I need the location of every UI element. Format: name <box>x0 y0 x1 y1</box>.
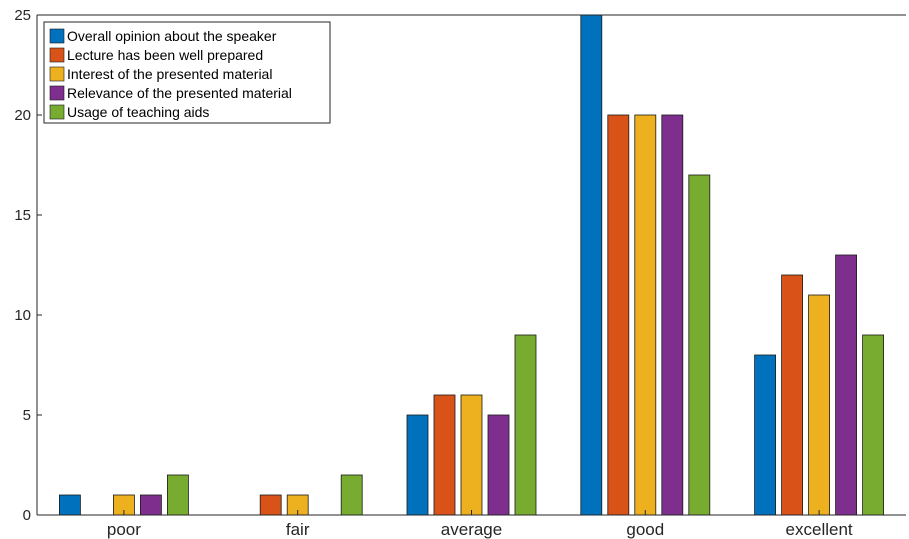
legend-swatch-5 <box>49 104 65 120</box>
x-ticks-group: poor fair average good excellent <box>107 510 853 539</box>
legend: Overall opinion about the speaker Lecture… <box>43 21 331 124</box>
legend-label-4: Relevance of the presented material <box>67 85 292 101</box>
legend-box <box>43 21 331 124</box>
bar-fair-series-2 <box>259 494 282 516</box>
bar-excellent-series-4 <box>835 254 857 516</box>
bars-group <box>59 14 884 516</box>
bar-excellent-series-3 <box>808 294 830 516</box>
bar-average-series-4 <box>487 414 510 516</box>
bar-excellent-series-1 <box>754 354 776 516</box>
x-tick-label-poor: poor <box>107 520 141 539</box>
x-tick-label-good: good <box>626 520 664 539</box>
bar-good-series-3 <box>634 114 657 516</box>
x-tick-label-average: average <box>441 520 502 539</box>
y-tick-label: 25 <box>14 7 31 24</box>
bar-good-series-2 <box>607 114 630 516</box>
y-ticks-group: 0 5 10 15 20 25 <box>14 7 42 524</box>
y-tick-label: 20 <box>14 107 31 124</box>
legend-label-3: Interest of the presented material <box>67 66 272 82</box>
legend-swatch-1 <box>49 28 65 44</box>
bar-average-series-3 <box>460 394 483 516</box>
legend-swatch-3 <box>49 66 65 82</box>
y-tick-label: 10 <box>14 307 31 324</box>
legend-swatch-2 <box>49 47 65 63</box>
x-tick-label-fair: fair <box>286 520 310 539</box>
legend-label-2: Lecture has been well prepared <box>67 47 263 63</box>
bar-average-series-1 <box>406 414 429 516</box>
legend-label-5: Usage of teaching aids <box>67 104 209 120</box>
bar-excellent-series-5 <box>862 334 884 516</box>
bar-average-series-5 <box>514 334 537 516</box>
x-tick-label-excellent: excellent <box>786 520 853 539</box>
bar-good-series-1 <box>580 14 603 516</box>
y-tick-label: 15 <box>14 207 31 224</box>
legend-swatch-4 <box>49 85 65 101</box>
legend-label-1: Overall opinion about the speaker <box>67 28 277 44</box>
y-tick-label: 0 <box>23 507 31 524</box>
legend-items: Overall opinion about the speaker Lecture… <box>49 28 292 120</box>
bar-poor-series-5 <box>166 474 189 516</box>
y-tick-label: 5 <box>23 407 31 424</box>
bar-fair-series-5 <box>340 474 363 516</box>
bar-poor-series-4 <box>139 494 162 516</box>
bar-good-series-5 <box>688 174 711 516</box>
bar-good-series-4 <box>661 114 684 516</box>
bar-excellent-series-2 <box>781 274 803 516</box>
bar-average-series-2 <box>433 394 456 516</box>
bar-poor-series-1 <box>59 494 81 516</box>
